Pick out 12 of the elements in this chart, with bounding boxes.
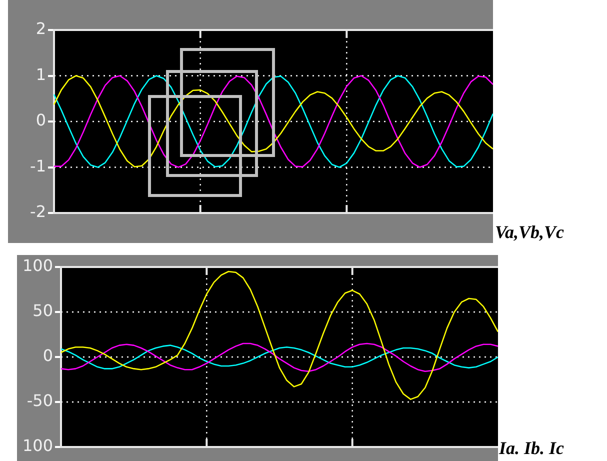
y-tick-label: 100 — [22, 436, 53, 456]
y-tick-label: -1 — [30, 156, 46, 176]
y-tick-label: 100 — [22, 256, 53, 276]
text: Ia. Ib. Ic — [499, 438, 564, 459]
y-tick-label: 1 — [36, 64, 46, 84]
y-tick-label: -50 — [26, 391, 53, 410]
y-tick-label: 0 — [42, 346, 53, 366]
text: Va,Vb,Vc — [495, 222, 564, 243]
y-tick-label: 2 — [36, 19, 46, 38]
y-tick-label: 50 — [32, 301, 53, 320]
y-tick-label: 0 — [36, 110, 46, 130]
y-tick-label: -2 — [30, 202, 46, 222]
